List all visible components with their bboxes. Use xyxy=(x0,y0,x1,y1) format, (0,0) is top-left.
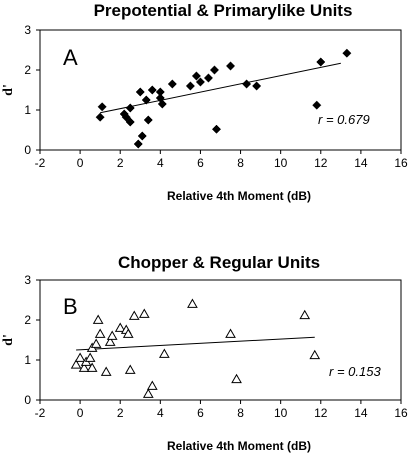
data-point xyxy=(242,79,252,89)
data-point xyxy=(135,87,145,97)
data-point xyxy=(225,61,236,71)
data-point xyxy=(121,112,131,122)
data-point xyxy=(167,79,177,89)
data-point xyxy=(142,388,154,398)
data-point xyxy=(309,349,321,360)
x-tick-label: 12 xyxy=(314,406,328,420)
x-tick-label: 12 xyxy=(314,156,328,170)
data-point xyxy=(316,57,326,67)
data-point xyxy=(299,309,311,320)
data-point xyxy=(70,359,82,369)
data-point xyxy=(342,48,352,58)
panel-b: Chopper & Regular Units B r = 0.153 Rela… xyxy=(1,253,408,453)
x-tick-label: 10 xyxy=(274,156,288,170)
data-point xyxy=(191,71,201,81)
data-point xyxy=(158,348,170,358)
x-tick-label: 0 xyxy=(77,406,84,420)
x-tick-label: 16 xyxy=(394,156,408,170)
data-point xyxy=(157,99,167,109)
x-tick-label: -2 xyxy=(35,406,46,420)
data-point xyxy=(185,81,195,91)
data-point xyxy=(187,298,198,308)
data-point xyxy=(137,131,147,141)
y-tick-label: 3 xyxy=(24,23,31,37)
x-tick-label: 2 xyxy=(117,156,124,170)
x-tick-label: 0 xyxy=(77,156,84,170)
correlation-annotation: r = 0.153 xyxy=(329,364,381,379)
y-axis-label: d' xyxy=(1,334,16,346)
data-point xyxy=(252,81,262,91)
data-point xyxy=(211,124,222,134)
panel-a: Prepotential & Primarylike Units A r = 0… xyxy=(1,1,408,203)
data-point xyxy=(125,117,135,127)
regression-line xyxy=(100,62,341,114)
y-tick-label: 3 xyxy=(24,273,31,287)
x-tick-label: 16 xyxy=(394,406,408,420)
x-axis-label: Relative 4th Moment (dB) xyxy=(167,189,311,203)
data-point xyxy=(94,328,106,338)
x-tick-label: 10 xyxy=(274,406,288,420)
data-point xyxy=(128,310,140,320)
data-point xyxy=(209,65,220,75)
data-point xyxy=(78,362,90,372)
data-point xyxy=(203,73,214,83)
correlation-annotation: r = 0.679 xyxy=(318,112,370,127)
y-axis-label: d' xyxy=(1,84,16,96)
x-tick-label: 8 xyxy=(237,406,244,420)
data-point xyxy=(125,103,135,113)
data-point xyxy=(106,330,118,340)
data-point xyxy=(124,364,136,374)
data-point xyxy=(138,308,150,318)
data-point xyxy=(147,85,157,95)
x-tick-label: 14 xyxy=(354,156,368,170)
data-point xyxy=(133,139,143,149)
data-point xyxy=(84,352,96,362)
y-tick-label: 1 xyxy=(24,353,31,367)
x-tick-label: 14 xyxy=(354,406,368,420)
data-point xyxy=(90,338,102,348)
x-tick-label: 2 xyxy=(117,406,124,420)
x-tick-label: 8 xyxy=(237,156,244,170)
data-point xyxy=(146,380,158,390)
x-tick-label: 6 xyxy=(197,156,204,170)
chart-title: Chopper & Regular Units xyxy=(118,253,320,272)
data-point xyxy=(114,322,126,332)
data-point xyxy=(95,112,105,122)
panel-label: B xyxy=(63,294,78,319)
panel-label: A xyxy=(63,45,78,70)
x-axis-label: Relative 4th Moment (dB) xyxy=(167,439,311,453)
x-tick-label: -2 xyxy=(35,156,46,170)
y-tick-label: 0 xyxy=(24,143,31,157)
y-tick-label: 2 xyxy=(24,63,31,77)
y-tick-label: 2 xyxy=(24,313,31,327)
x-tick-label: 4 xyxy=(157,406,164,420)
x-tick-label: 4 xyxy=(157,156,164,170)
regression-line xyxy=(76,336,315,351)
x-tick-label: 6 xyxy=(197,406,204,420)
y-tick-label: 0 xyxy=(24,393,31,407)
data-point xyxy=(225,328,236,338)
chart-title: Prepotential & Primarylike Units xyxy=(94,1,353,20)
y-tick-label: 1 xyxy=(24,103,31,117)
data-point xyxy=(92,314,104,324)
data-point xyxy=(74,352,86,362)
data-point xyxy=(312,100,322,110)
data-point xyxy=(141,95,151,105)
data-point xyxy=(104,336,116,346)
data-point xyxy=(122,328,134,338)
data-point xyxy=(195,77,205,87)
data-point xyxy=(97,102,107,112)
data-point xyxy=(231,373,242,384)
data-point xyxy=(100,366,112,376)
plot-frame xyxy=(39,29,402,151)
plot-frame xyxy=(39,279,402,401)
data-point xyxy=(143,115,153,125)
data-point xyxy=(86,362,98,372)
